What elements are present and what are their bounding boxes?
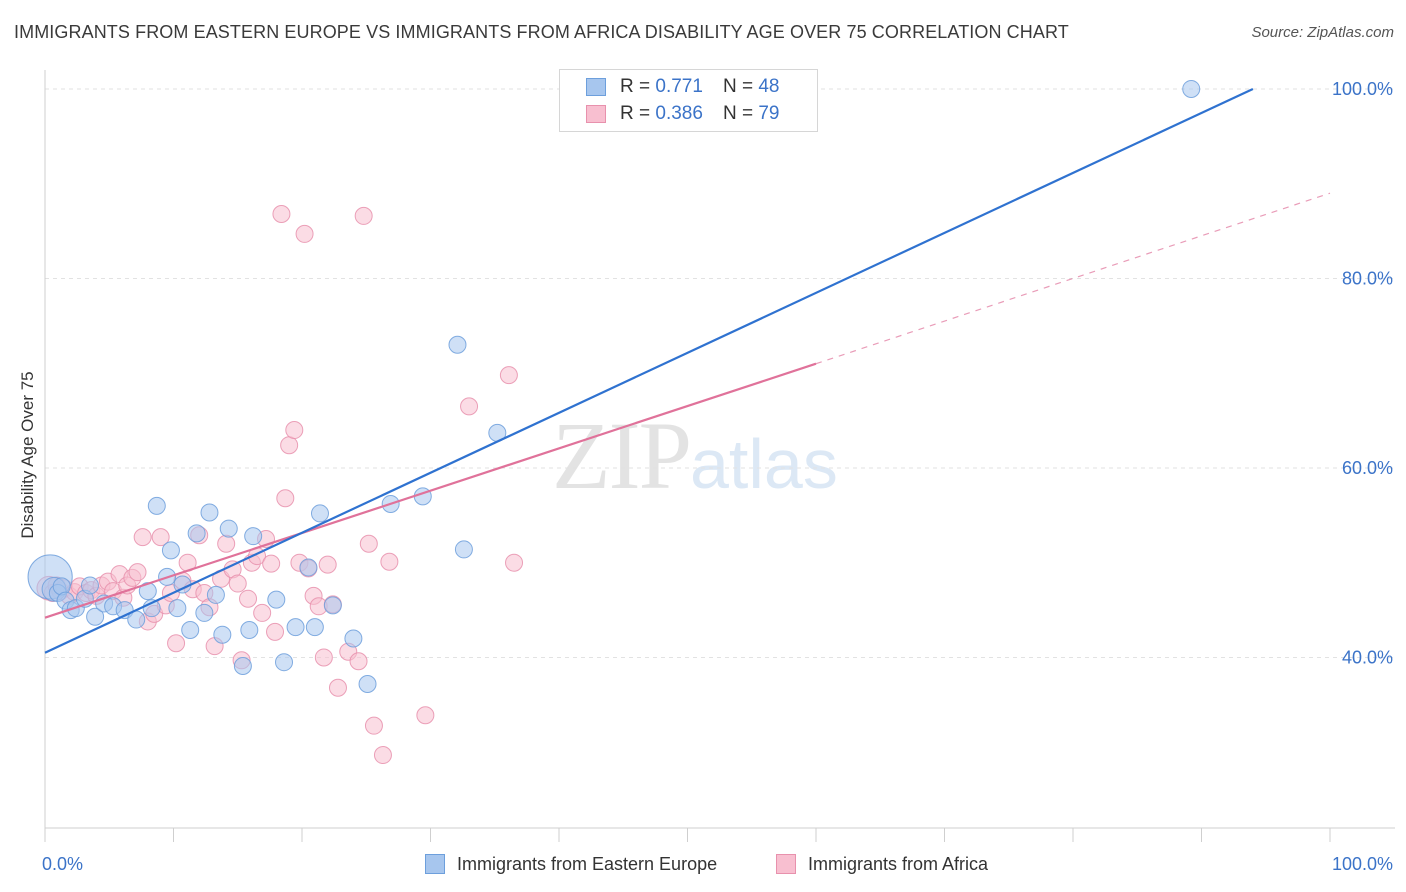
legend-swatch-eastern-europe (586, 78, 606, 96)
data-point (233, 656, 252, 675)
data-point (86, 607, 105, 626)
watermark-zip: ZIP (552, 402, 692, 509)
data-point (299, 558, 318, 577)
data-point (133, 528, 152, 547)
data-point (253, 603, 272, 622)
legend-n-value: 48 (758, 76, 780, 97)
y-tick-label: 60.0% (1342, 458, 1393, 478)
data-point (354, 206, 373, 225)
data-point (349, 652, 368, 671)
data-point (187, 524, 206, 543)
source-credit: Source: ZipAtlas.com (1251, 24, 1394, 41)
trend-lines (44, 87, 1331, 654)
legend-r-value: 0.771 (655, 76, 703, 97)
legend-n-label: N = (722, 76, 754, 97)
data-point (359, 534, 378, 553)
data-point (147, 496, 166, 515)
data-point (200, 503, 219, 522)
data-point (305, 618, 324, 637)
data-point (167, 634, 186, 653)
data-point (219, 519, 238, 538)
data-point (358, 674, 377, 693)
data-point (1182, 79, 1201, 98)
data-point (206, 585, 225, 604)
data-point (240, 620, 259, 639)
legend-r-label: R = (620, 76, 651, 97)
data-point (460, 397, 479, 416)
y-axis-title: Disability Age Over 75 (18, 371, 37, 538)
bottom-legend-swatch-africa (776, 854, 796, 874)
data-point (213, 625, 232, 644)
data-point (267, 590, 286, 609)
tick-labels: 40.0% 60.0% 80.0% 100.0% 0.0% 100.0% (42, 79, 1393, 874)
data-point (380, 552, 399, 571)
data-point (448, 335, 467, 354)
x-tick-label: 0.0% (42, 854, 83, 874)
legend-row-eastern-europe: R = 0.771 N = 48 (586, 74, 779, 100)
data-point (275, 653, 294, 672)
y-tick-label: 80.0% (1342, 268, 1393, 288)
data-point (295, 224, 314, 243)
bottom-legend-label-africa: Immigrants from Africa (808, 853, 989, 874)
data-point (280, 436, 299, 455)
data-point (151, 528, 170, 547)
data-point (244, 527, 263, 546)
trend-line-eastern-europe (44, 87, 1254, 654)
data-point (138, 582, 157, 601)
x-tick-label: 100.0% (1332, 854, 1393, 874)
bottom-legend-eastern-europe: Immigrants from Eastern Europe (425, 851, 717, 877)
data-point (344, 629, 363, 648)
data-point (195, 603, 214, 622)
y-tick-label: 40.0% (1342, 647, 1393, 667)
data-point (262, 554, 281, 573)
data-point (276, 489, 295, 508)
legend-n-label: N = (722, 103, 754, 124)
watermark-atlas: atlas (690, 425, 838, 503)
data-point (416, 706, 435, 725)
data-point (505, 553, 524, 572)
data-point (272, 205, 291, 224)
y-tick-label: 100.0% (1332, 79, 1393, 99)
data-point (499, 366, 518, 385)
data-point (310, 504, 329, 523)
series-eastern-europe-points (27, 79, 1201, 693)
correlation-legend: R = 0.771 N = 48 R = 0.386 N = 79 (559, 69, 818, 132)
bottom-legend-swatch-eastern-europe (425, 854, 445, 874)
legend-swatch-africa (586, 105, 606, 123)
axes (44, 70, 1395, 842)
bottom-legend-label-eastern-europe: Immigrants from Eastern Europe (457, 853, 718, 874)
trend-line-africa (44, 362, 817, 619)
data-point (128, 563, 147, 582)
data-point (328, 678, 347, 697)
data-point (168, 599, 187, 618)
data-point (80, 576, 99, 595)
watermark: ZIPatlas (552, 400, 838, 511)
data-point (239, 589, 258, 608)
data-point (161, 541, 180, 560)
legend-r-label: R = (620, 103, 651, 124)
legend-row-africa: R = 0.386 N = 79 (586, 101, 779, 127)
data-point (323, 596, 342, 615)
data-point (181, 620, 200, 639)
legend-n-value: 79 (758, 103, 780, 124)
data-point (217, 534, 236, 553)
data-point (286, 618, 305, 637)
data-point (364, 716, 383, 735)
chart-title: IMMIGRANTS FROM EASTERN EUROPE VS IMMIGR… (14, 22, 1069, 42)
data-point (454, 540, 473, 559)
legend-r-value: 0.386 (655, 103, 703, 124)
data-point (373, 746, 392, 765)
data-point (318, 555, 337, 574)
series-africa-points (36, 79, 670, 765)
gridlines (45, 88, 1395, 658)
data-point (285, 421, 304, 440)
data-point (314, 648, 333, 667)
data-point (266, 622, 285, 641)
bottom-legend-africa: Immigrants from Africa (776, 851, 988, 877)
data-point (228, 574, 247, 593)
